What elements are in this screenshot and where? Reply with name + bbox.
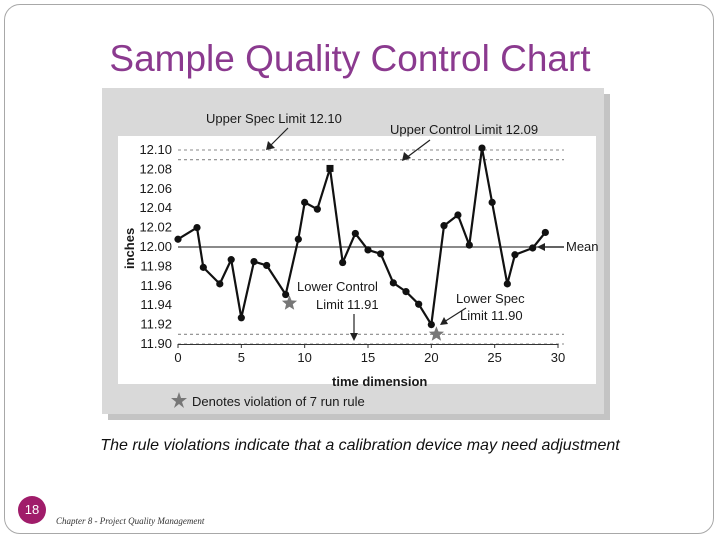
y-tick-label-4: 12.02 <box>139 220 172 235</box>
arrowhead-lower-spec <box>440 317 448 325</box>
y-axis-label: inches <box>122 228 137 269</box>
violation-star-icon-1 <box>428 326 444 341</box>
data-point-29 <box>541 228 549 237</box>
y-tick-label-2: 12.06 <box>139 181 172 196</box>
x-tick-label-3: 15 <box>361 350 375 365</box>
x-axis-label: time dimension <box>332 374 427 389</box>
x-tick-label-5: 25 <box>487 350 501 365</box>
data-point-20 <box>427 321 435 329</box>
y-tick-label-0: 12.10 <box>139 142 172 157</box>
data-point-12 <box>326 164 334 172</box>
x-tick-label-0: 0 <box>174 350 181 365</box>
x-tick-label-1: 5 <box>238 350 245 365</box>
data-point-3 <box>216 280 224 288</box>
data-point-0 <box>174 235 182 243</box>
data-point-22 <box>454 211 462 219</box>
data-point-27 <box>511 251 519 259</box>
data-point-24 <box>478 144 486 152</box>
data-point-17 <box>389 279 397 287</box>
y-tick-label-9: 11.92 <box>140 317 172 332</box>
slide-title: Sample Quality Control Chart <box>109 38 591 79</box>
arrowhead-upper-control <box>402 152 411 161</box>
y-tick-label-3: 12.04 <box>139 200 172 215</box>
data-point-25 <box>488 198 496 206</box>
data-point-15 <box>364 246 372 254</box>
lower-control-label-line2: Limit 11.91 <box>316 297 379 312</box>
y-tick-label-1: 12.08 <box>139 161 172 176</box>
data-point-14 <box>351 229 359 238</box>
arrowhead-mean <box>537 243 545 251</box>
y-tick-label-7: 11.96 <box>140 278 172 293</box>
data-point-5 <box>237 314 245 322</box>
lower-control-label-line1: Lower Control <box>297 279 378 294</box>
arrow-upper-spec <box>269 127 289 147</box>
data-point-10 <box>301 198 309 206</box>
slide-frame <box>4 4 714 534</box>
data-point-28 <box>529 244 537 252</box>
control-chart: 12.10 12.08 12.06 12.04 12.02 12.00 11.98 11.96… <box>100 86 610 420</box>
data-point-19 <box>415 300 423 308</box>
data-point-7 <box>263 261 271 270</box>
page-number-badge: 18 <box>18 496 46 524</box>
mean-label: Mean <box>566 239 599 254</box>
y-tick-label-6: 11.98 <box>140 258 172 273</box>
arrowhead-upper-spec <box>266 141 275 150</box>
lower-spec-label-line1: Lower Spec <box>456 291 525 306</box>
data-point-26 <box>503 280 511 288</box>
upper-control-label: Upper Control Limit 12.09 <box>390 122 538 137</box>
data-point-13 <box>339 258 347 267</box>
legend-note: Denotes violation of 7 run rule <box>192 394 365 409</box>
x-tick-label-6: 30 <box>551 350 565 365</box>
data-point-8 <box>282 290 290 299</box>
x-tick-label-2: 10 <box>297 350 311 365</box>
violation-star-icon-0 <box>281 295 298 310</box>
chart-svg: 12.10 12.08 12.06 12.04 12.02 12.00 11.98 11.96… <box>102 88 610 420</box>
y-tick-label-10: 11.90 <box>140 336 172 351</box>
y-tick-label-8: 11.94 <box>140 297 172 312</box>
arrowhead-lower-control <box>350 333 358 341</box>
data-point-4 <box>227 256 235 264</box>
y-tick-label-5: 12.00 <box>139 239 172 254</box>
data-point-1 <box>193 224 201 232</box>
arrow-heads <box>266 141 545 341</box>
slide-caption: The rule violations indicate that a cali… <box>100 437 620 454</box>
lower-spec-label-line2: Limit 11.90 <box>460 308 523 323</box>
plot-area <box>118 136 596 384</box>
series-line-0 <box>177 146 547 326</box>
data-point-9 <box>294 235 302 243</box>
upper-spec-label: Upper Spec Limit 12.10 <box>206 111 342 126</box>
data-point-18 <box>402 288 410 296</box>
arrow-upper-control <box>405 139 431 159</box>
data-point-21 <box>440 222 448 230</box>
data-point-11 <box>313 205 321 213</box>
data-point-23 <box>465 241 473 249</box>
data-point-6 <box>250 257 258 266</box>
data-point-16 <box>377 250 385 258</box>
arrow-lower-spec <box>443 307 467 323</box>
x-tick-label-4: 20 <box>424 350 438 365</box>
legend-star-icon <box>171 392 187 408</box>
annotation-arrows <box>269 127 564 336</box>
slide-footer: Chapter 8 - Project Quality Management <box>56 516 205 526</box>
data-point-2 <box>199 263 207 271</box>
